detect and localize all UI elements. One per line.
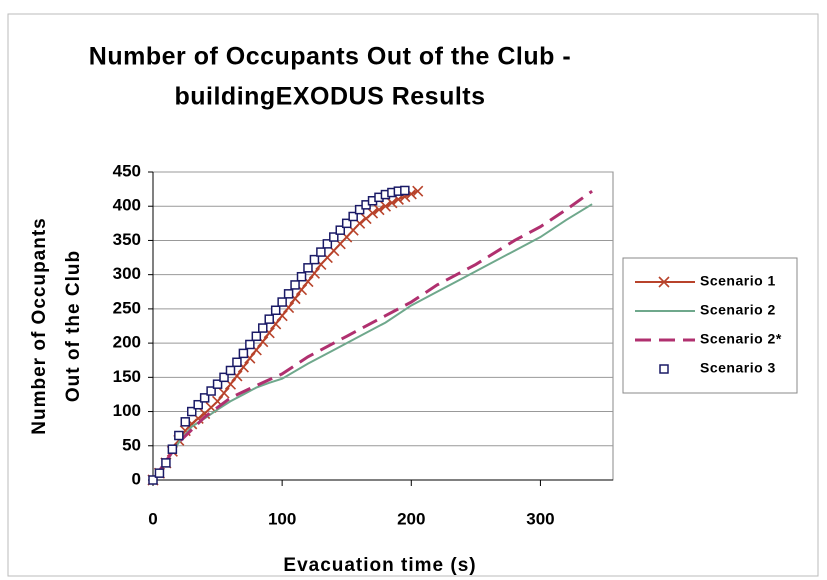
data-point <box>167 444 178 454</box>
data-point <box>264 314 274 324</box>
x-tick-label: 0 <box>148 509 157 528</box>
data-point <box>206 386 216 396</box>
data-point <box>354 204 365 215</box>
data-point <box>296 271 307 282</box>
x-tick-label: 100 <box>268 509 296 528</box>
data-point <box>329 232 339 242</box>
data-point <box>412 185 424 197</box>
data-point <box>186 406 197 417</box>
data-point <box>199 393 210 403</box>
data-point <box>322 239 333 249</box>
data-point <box>379 200 392 212</box>
data-point <box>373 204 385 216</box>
data-point <box>341 218 352 229</box>
data-point <box>400 185 410 196</box>
plot-area <box>152 171 614 481</box>
data-point <box>309 254 320 265</box>
data-point <box>290 280 300 290</box>
y-tick-label: 450 <box>113 161 141 180</box>
data-point <box>303 263 313 273</box>
legend-label: Scenario 3 <box>700 360 776 376</box>
series-line <box>151 189 593 481</box>
data-point <box>180 417 191 427</box>
data-point <box>219 372 229 383</box>
chart-title: buildingEXODUS Results <box>174 83 485 111</box>
data-point <box>386 197 398 209</box>
y-tick-label: 250 <box>113 298 141 317</box>
data-point <box>232 357 242 368</box>
data-point <box>212 379 223 389</box>
data-point <box>335 225 346 235</box>
data-point <box>283 289 294 299</box>
data-point <box>154 468 165 478</box>
x-axis-label: Evacuation time (s) <box>283 555 476 576</box>
legend-box <box>622 257 798 394</box>
data-point <box>245 339 255 350</box>
data-point <box>348 211 358 222</box>
data-point <box>270 305 281 316</box>
y-axis-label: Number of Occupants <box>29 217 50 434</box>
data-point <box>277 297 287 307</box>
y-tick-label: 50 <box>122 435 141 454</box>
y-tick-label: 150 <box>113 367 141 386</box>
chart-title: Number of Occupants Out of the Club - <box>89 43 571 71</box>
data-point <box>193 399 203 410</box>
y-tick-label: 200 <box>113 333 141 352</box>
legend-label: Scenario 2 <box>700 302 776 318</box>
y-tick-label: 300 <box>113 264 141 283</box>
x-tick-label: 300 <box>526 509 554 528</box>
legend-label: Scenario 1 <box>700 273 776 289</box>
legend-swatch <box>658 276 670 288</box>
x-tick-label: 200 <box>397 509 425 528</box>
y-tick-label: 400 <box>113 196 141 215</box>
data-point <box>258 323 268 333</box>
data-point <box>225 365 236 376</box>
data-point <box>238 348 249 359</box>
data-point <box>218 387 230 399</box>
y-tick-label: 350 <box>113 230 141 249</box>
legend-label: Scenario 2* <box>700 331 782 347</box>
data-point <box>174 430 184 441</box>
data-point <box>366 207 379 219</box>
y-axis-label: Out of the Club <box>63 250 84 402</box>
y-tick-label: 0 <box>132 469 141 488</box>
data-point <box>316 247 326 257</box>
data-point <box>148 475 158 485</box>
data-point <box>251 331 262 342</box>
legend-swatch <box>659 364 669 374</box>
y-tick-label: 100 <box>113 401 141 420</box>
data-point <box>161 458 171 468</box>
